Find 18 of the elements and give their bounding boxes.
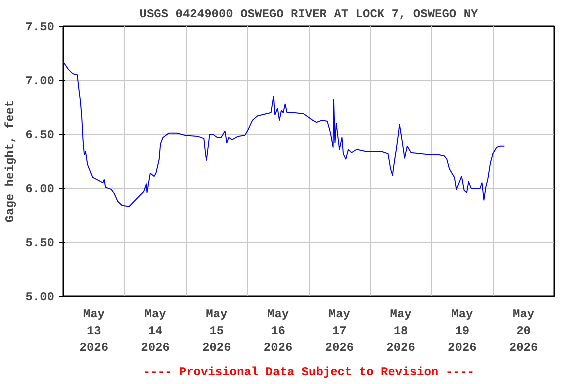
line-series: [64, 62, 506, 208]
y-tick-label: 7.50: [26, 20, 55, 34]
y-tick-label: 5.50: [26, 236, 55, 250]
chart-title: USGS 04249000 OSWEGO RIVER AT LOCK 7, OSWEGO NY: [140, 8, 480, 22]
y-tick-label: 6.50: [26, 128, 55, 142]
y-tick-label: 7.00: [26, 74, 55, 88]
x-tick-label: May 19 2026: [448, 308, 477, 356]
x-tick-label: May 16 2026: [264, 308, 293, 356]
x-tick-label: May 17 2026: [325, 308, 354, 356]
y-tick-label: 5.00: [26, 290, 55, 304]
x-tick-label: May 20 2026: [509, 308, 538, 356]
x-tick-label: May 13 2026: [80, 308, 109, 356]
text: ---- Provisional Data Subject to Revision ----: [143, 366, 475, 380]
x-tick-label: May 18 2026: [386, 308, 416, 356]
y-axis-title: Gage height, feet: [4, 100, 18, 223]
x-tick-label: May 14 2026: [141, 308, 170, 356]
x-tick-label: May 15 2026: [202, 308, 232, 356]
y-tick-label: 6.00: [26, 182, 55, 196]
